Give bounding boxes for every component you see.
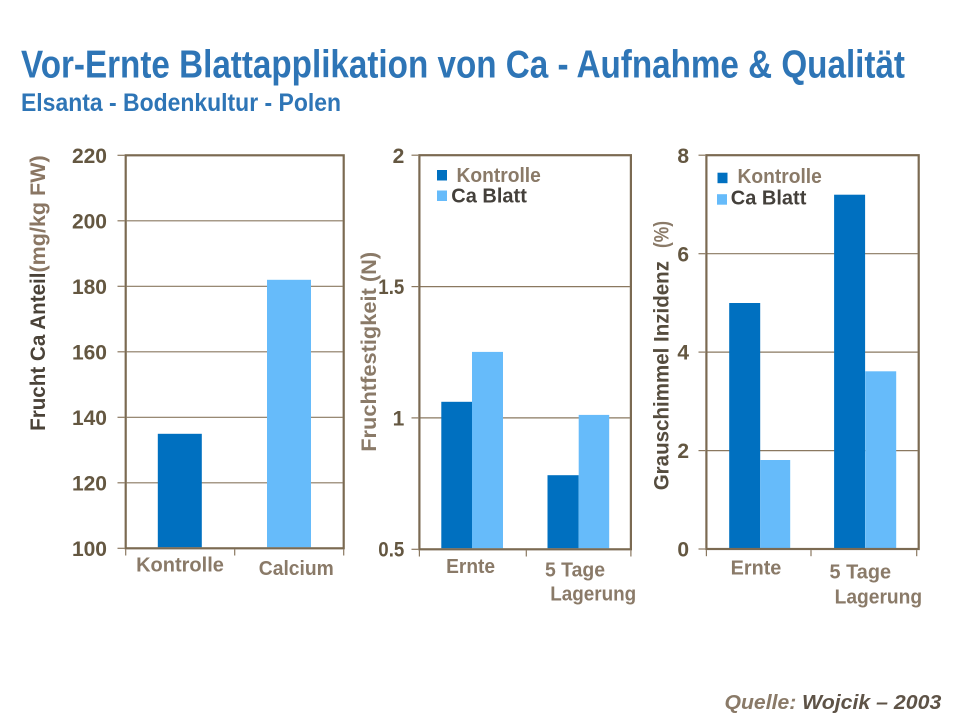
svg-text:4: 4 (677, 342, 689, 365)
svg-text:Ca Blatt: Ca Blatt (731, 188, 807, 210)
svg-text:2: 2 (677, 440, 689, 463)
svg-text:Fruchtfestigkeit (N): Fruchtfestigkeit (N) (357, 252, 381, 452)
svg-text:Quelle:: Quelle: (725, 691, 797, 714)
svg-text:2: 2 (393, 145, 405, 168)
svg-text:5 Tage: 5 Tage (830, 561, 892, 583)
svg-text:5 Tage: 5 Tage (545, 559, 605, 581)
svg-text:Kontrolle: Kontrolle (738, 166, 822, 188)
svg-text:200: 200 (72, 210, 107, 233)
svg-text:1: 1 (393, 408, 405, 431)
svg-text:Kontrolle: Kontrolle (136, 554, 224, 576)
svg-text:Lagerung: Lagerung (550, 584, 636, 606)
svg-text:180: 180 (72, 276, 107, 299)
svg-text:Frucht Ca Anteil: Frucht Ca Anteil (26, 273, 50, 431)
svg-text:Ca Blatt: Ca Blatt (451, 186, 527, 208)
svg-text:Wojcik – 2003: Wojcik – 2003 (802, 691, 942, 714)
svg-text:(%): (%) (650, 221, 674, 248)
svg-text:100: 100 (72, 538, 107, 561)
svg-text:1.5: 1.5 (378, 276, 404, 299)
svg-text:(mg/kg FW): (mg/kg FW) (26, 155, 50, 272)
svg-text:120: 120 (72, 472, 107, 495)
svg-text:Grauschimmel Inzidenz: Grauschimmel Inzidenz (650, 261, 674, 490)
svg-text:140: 140 (72, 407, 107, 430)
svg-text:Calcium: Calcium (259, 558, 334, 580)
svg-text:Elsanta - Bodenkultur - Polen: Elsanta - Bodenkultur - Polen (21, 89, 341, 117)
svg-text:6: 6 (677, 243, 689, 266)
svg-text:Kontrolle: Kontrolle (457, 165, 541, 187)
svg-text:Lagerung: Lagerung (835, 587, 923, 609)
svg-text:Ernte: Ernte (731, 557, 782, 579)
svg-text:220: 220 (72, 145, 107, 168)
svg-text:8: 8 (677, 145, 689, 168)
svg-text:0: 0 (677, 539, 689, 562)
svg-text:Ernte: Ernte (446, 556, 495, 578)
svg-text:160: 160 (72, 341, 107, 364)
svg-text:Vor-Ernte Blattapplikation von: Vor-Ernte Blattapplikation von Ca - Aufn… (21, 44, 905, 87)
svg-text:0.5: 0.5 (378, 539, 404, 562)
